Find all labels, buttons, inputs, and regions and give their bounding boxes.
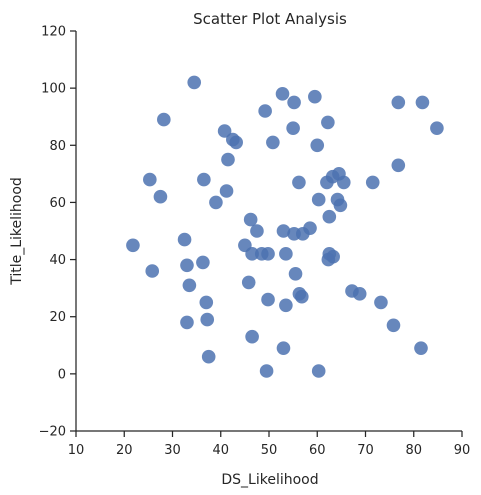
scatter-point [201,349,216,364]
scatter-point [287,95,301,110]
y-tick-label: −20 [39,425,66,440]
scatter-point [279,247,293,261]
scatter-point [250,224,264,238]
x-tick-label: 90 [454,443,471,458]
scatter-point [157,112,171,127]
scatter-point [276,224,291,238]
scatter-point [276,341,291,355]
scatter-point [182,278,197,293]
scatter-point [414,341,428,355]
scatter-point [217,124,232,138]
scatter-point [241,275,256,290]
scatter-point [245,329,259,344]
scatter-point [180,258,194,273]
scatter-point [187,75,202,90]
y-tick-label: 60 [49,196,66,211]
scatter-point [275,87,290,101]
scatter-point [221,152,235,167]
scatter-point [292,175,306,190]
scatter-point [321,252,336,267]
x-tick-label: 80 [405,443,422,458]
axes-layer: 10 20 30 40 50 60 70 80 90 −20 0 20 40 60 80 100 120 [39,25,471,459]
scatter-point [333,198,348,213]
scatter-point [261,292,275,307]
scatter-point [229,135,243,150]
scatter-point [243,212,258,227]
x-tick-label: 30 [164,443,181,458]
scatter-point [295,289,309,304]
scatter-point [177,232,192,247]
x-axis-label: DS_Likelihood [221,472,318,488]
points-layer [126,75,444,378]
scatter-point [311,192,326,207]
x-tick-label: 70 [357,443,374,458]
x-tick-label: 50 [261,443,278,458]
scatter-point [415,95,430,110]
scatter-point [374,295,388,310]
scatter-point [311,364,326,378]
scatter-point [336,175,351,190]
y-tick-label: 20 [49,310,66,325]
scatter-point [266,135,280,150]
scatter-point [288,267,303,281]
x-tick-label: 20 [116,443,133,458]
scatter-point [209,195,223,210]
x-tick-label: 10 [68,443,85,458]
y-axis-label: Title_Likelihood [9,177,25,286]
scatter-point [153,189,168,204]
scatter-point [197,172,211,187]
scatter-point [261,247,275,261]
scatter-point [286,121,300,135]
x-tick-label: 40 [212,443,229,458]
scatter-point [391,95,406,110]
scatter-point [352,287,367,301]
scatter-point [279,298,293,313]
y-tick-label: 100 [41,82,66,97]
scatter-point [259,364,274,378]
scatter-point [430,121,444,135]
scatter-point [199,295,214,310]
scatter-point [310,138,325,153]
scatter-point [308,89,322,104]
scatter-point [365,175,380,190]
scatter-point [196,255,210,270]
scatter-point [295,227,310,241]
y-tick-label: 0 [58,367,66,382]
scatter-point [386,318,401,333]
scatter-point [258,104,272,118]
scatter-point [219,184,234,198]
y-tick-label: 120 [41,25,66,40]
scatter-point [200,312,215,327]
scatter-point [145,264,160,278]
scatter-point [180,315,194,330]
scatter-point [391,158,406,173]
y-tick-label: 80 [49,139,66,154]
scatter-point [126,238,140,253]
scatter-point [245,247,259,261]
x-tick-label: 60 [309,443,326,458]
scatter-point [321,115,335,130]
scatter-point [143,172,157,187]
chart-title: Scatter Plot Analysis [193,10,347,28]
y-tick-label: 40 [49,253,66,268]
scatter-point [322,209,337,224]
